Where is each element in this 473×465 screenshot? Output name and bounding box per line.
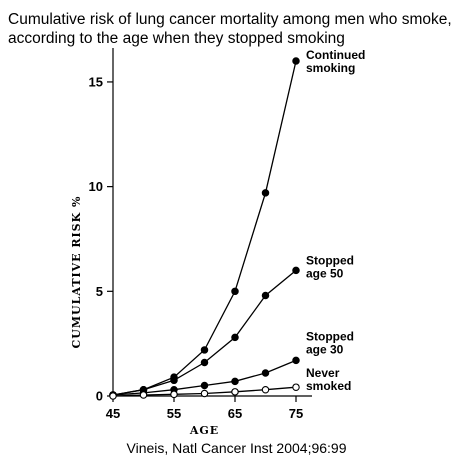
x-tick-label: 55 [167, 406, 181, 421]
series-label: smoking [306, 61, 355, 75]
y-tick-label: 0 [96, 389, 103, 404]
axes: 0 5 10 15 45 55 65 75 AGE CUMULATIVE RISK % [70, 48, 312, 437]
x-tick-label: 75 [289, 406, 303, 421]
filled-marker [292, 266, 300, 275]
series-line [112, 60, 297, 396]
series-label: age 30 [306, 342, 344, 356]
x-tick-label: 65 [228, 406, 242, 421]
open-marker [231, 388, 239, 396]
filled-marker [170, 376, 178, 385]
filled-marker [231, 377, 239, 386]
series-label: Continued [306, 48, 365, 62]
series-label: smoked [306, 379, 351, 393]
filled-marker [200, 346, 209, 354]
filled-marker [231, 287, 239, 296]
open-marker [292, 383, 300, 391]
filled-marker [261, 189, 270, 197]
filled-marker [261, 369, 270, 377]
x-axis-title: AGE [189, 424, 219, 437]
y-axis-title: CUMULATIVE RISK % [70, 196, 83, 349]
filled-marker [200, 381, 209, 390]
series-label: Stopped [306, 329, 354, 343]
series-label: age 50 [306, 266, 344, 280]
series-label: Stopped [306, 253, 354, 267]
open-marker [139, 391, 148, 399]
y-tick-label: 10 [89, 179, 103, 194]
filled-marker [261, 291, 270, 300]
open-marker [200, 389, 209, 398]
series-line [112, 269, 297, 396]
open-marker [170, 390, 178, 399]
chart-title-line-1: Cumulative risk of lung cancer mortality… [8, 11, 452, 28]
filled-marker [292, 356, 300, 365]
source-citation: Vineis, Natl Cancer Inst 2004;96:99 [126, 440, 347, 456]
open-marker [261, 385, 270, 394]
open-marker [109, 392, 117, 400]
series-label: Never [306, 366, 340, 380]
y-tick-label: 5 [96, 284, 103, 299]
chart-title: Cumulative risk of lung cancer mortality… [8, 10, 473, 48]
filled-marker [231, 333, 239, 342]
x-tick-label: 45 [106, 406, 120, 421]
series-markers [109, 57, 300, 400]
chart-title-line-2: according to the age when they stopped s… [8, 30, 345, 47]
filled-marker [200, 358, 209, 367]
y-tick-label: 15 [89, 74, 103, 89]
filled-marker [292, 57, 300, 65]
series-lines [112, 60, 297, 397]
